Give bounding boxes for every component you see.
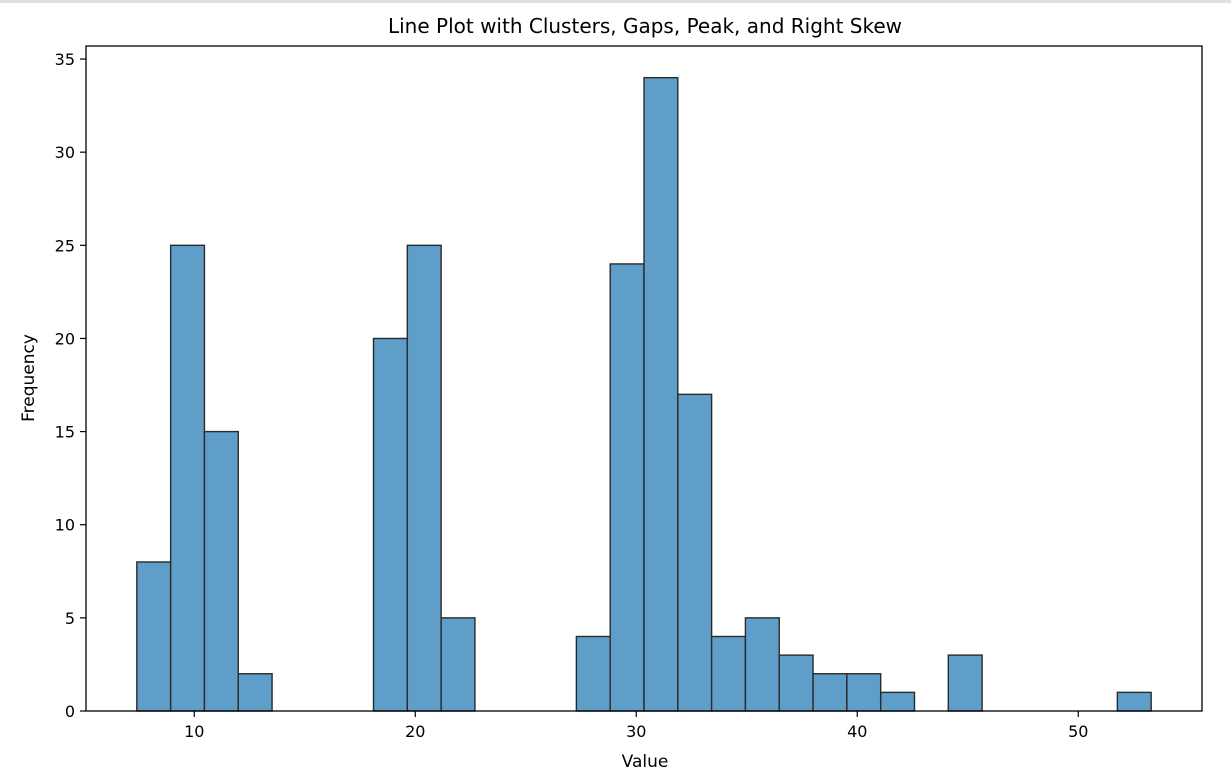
histogram-bar <box>846 673 882 712</box>
x-axis-label: Value <box>622 752 669 772</box>
histogram-bar <box>643 76 679 712</box>
histogram-bar <box>778 654 814 712</box>
y-tick-label: 10 <box>55 516 75 535</box>
histogram-bar <box>372 337 409 712</box>
y-tick-label: 15 <box>55 423 75 442</box>
y-tick-label: 25 <box>55 236 75 255</box>
y-axis-ticks: 0 5 10 15 20 25 30 35 <box>55 50 86 721</box>
bars-group <box>136 76 1152 712</box>
histogram-bar <box>237 673 273 712</box>
x-axis-ticks: 10 20 30 40 50 <box>184 711 1088 741</box>
y-tick-label: 30 <box>55 143 75 162</box>
y-tick-label: 20 <box>55 329 75 348</box>
top-border <box>0 0 1231 3</box>
y-tick-label: 0 <box>65 702 75 721</box>
x-tick-label: 30 <box>626 722 646 741</box>
histogram-bar <box>575 635 611 712</box>
histogram-bar <box>812 673 848 712</box>
y-tick-label: 5 <box>65 609 75 628</box>
x-tick-label: 20 <box>405 722 425 741</box>
histogram-bar <box>744 617 780 712</box>
x-tick-label: 40 <box>847 722 867 741</box>
chart-title: Line Plot with Clusters, Gaps, Peak, and… <box>388 14 902 38</box>
plot-frame <box>85 45 1203 712</box>
y-axis-label: Frequency <box>19 334 39 422</box>
histogram-bar <box>1116 691 1152 712</box>
histogram-bar <box>677 393 713 712</box>
y-tick-label: 35 <box>55 50 75 69</box>
histogram-bar <box>169 244 206 712</box>
histogram-bar <box>710 635 747 712</box>
histogram-bar <box>609 263 645 712</box>
histogram-bar <box>947 654 983 712</box>
histogram-bar <box>203 430 239 712</box>
histogram-bar <box>879 691 916 712</box>
x-tick-label: 10 <box>184 722 204 741</box>
histogram-bar <box>406 244 442 712</box>
histogram-bar <box>136 561 172 712</box>
x-tick-label: 50 <box>1068 722 1088 741</box>
histogram-bar <box>440 617 476 712</box>
